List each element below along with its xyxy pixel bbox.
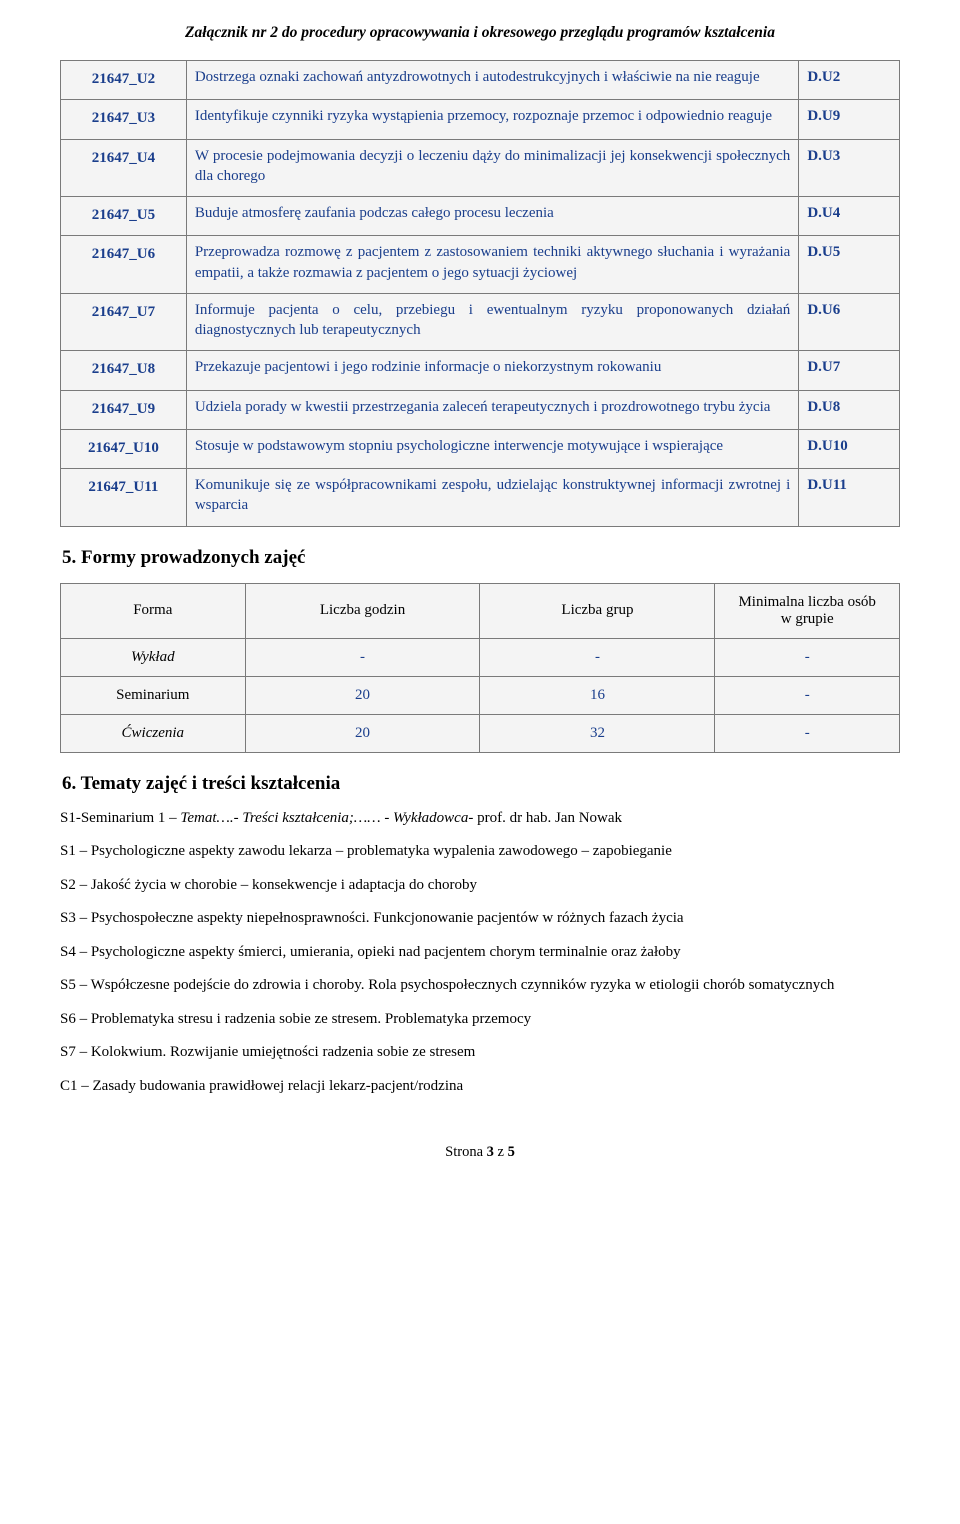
skills-row: 21647_U3Identyfikuje czynniki ryzyka wys…	[61, 100, 900, 139]
topic-post: prof. dr hab. Jan Nowak	[473, 810, 622, 826]
skill-code: D.U6	[799, 293, 900, 351]
skill-desc: Identyfikuje czynniki ryzyka wystąpienia…	[186, 100, 798, 139]
skills-row: 21647_U9Udziela porady w kwestii przestr…	[61, 390, 900, 429]
skills-row: 21647_U6Przeprowadza rozmowę z pacjentem…	[61, 236, 900, 294]
skill-id: 21647_U11	[61, 469, 187, 527]
page-footer: Strona 3 z 5	[60, 1144, 900, 1161]
skill-desc: Przeprowadza rozmowę z pacjentem z zasto…	[186, 236, 798, 294]
section6-heading: 6. Tematy zajęć i treści kształcenia	[62, 773, 900, 795]
forms-row: Wykład---	[61, 638, 900, 676]
forms-cell-min: -	[715, 676, 900, 714]
skill-desc: Udziela porady w kwestii przestrzegania …	[186, 390, 798, 429]
forms-cell-form: Seminarium	[61, 676, 246, 714]
skill-code: D.U11	[799, 469, 900, 527]
skill-desc: W procesie podejmowania decyzji o leczen…	[186, 139, 798, 197]
skill-id: 21647_U6	[61, 236, 187, 294]
topic-line: S7 – Kolokwium. Rozwijanie umiejętności …	[60, 1043, 900, 1063]
skill-id: 21647_U4	[61, 139, 187, 197]
skill-desc: Buduje atmosferę zaufania podczas całego…	[186, 197, 798, 236]
skill-desc: Przekazuje pacjentowi i jego rodzinie in…	[186, 351, 798, 390]
topic-line: S5 – Współczesne podejście do zdrowia i …	[60, 976, 900, 996]
skill-code: D.U5	[799, 236, 900, 294]
skill-code: D.U8	[799, 390, 900, 429]
forms-cell-hours: -	[245, 638, 480, 676]
topic-pre: S1-Seminarium 1	[60, 810, 169, 826]
skills-row: 21647_U4W procesie podejmowania decyzji …	[61, 139, 900, 197]
skill-id: 21647_U5	[61, 197, 187, 236]
skills-row: 21647_U11Komunikuje się ze współpracowni…	[61, 469, 900, 527]
skill-id: 21647_U3	[61, 100, 187, 139]
footer-total: 5	[508, 1144, 515, 1160]
skill-code: D.U10	[799, 429, 900, 468]
skill-id: 21647_U10	[61, 429, 187, 468]
footer-of-label: z	[494, 1144, 508, 1160]
forms-header-row: Forma Liczba godzin Liczba grup Minimaln…	[61, 583, 900, 638]
forms-row: Ćwiczenia2032-	[61, 714, 900, 752]
skill-desc: Dostrzega oznaki zachowań antyzdrowotnyc…	[186, 61, 798, 100]
topic-pre: S7 – Kolokwium. Rozwijanie umiejętności …	[60, 1044, 475, 1060]
topic-pre: C1 – Zasady budowania prawidłowej relacj…	[60, 1078, 463, 1094]
topic-pre: S4 – Psychologiczne aspekty śmierci, umi…	[60, 944, 681, 960]
skill-code: D.U9	[799, 100, 900, 139]
topic-pre: S5 – Współczesne podejście do zdrowia i …	[60, 977, 834, 993]
skills-row: 21647_U2Dostrzega oznaki zachowań antyzd…	[61, 61, 900, 100]
topic-pre: S3 – Psychospołeczne aspekty niepełnospr…	[60, 910, 684, 926]
forms-header-form: Forma	[61, 583, 246, 638]
skills-row: 21647_U8Przekazuje pacjentowi i jego rod…	[61, 351, 900, 390]
topic-line: S2 – Jakość życia w chorobie – konsekwen…	[60, 876, 900, 896]
skill-id: 21647_U7	[61, 293, 187, 351]
footer-page: 3	[487, 1144, 494, 1160]
forms-cell-groups: -	[480, 638, 715, 676]
forms-cell-min: -	[715, 638, 900, 676]
skill-code: D.U7	[799, 351, 900, 390]
header-note: Załącznik nr 2 do procedury opracowywani…	[60, 24, 900, 42]
footer-label: Strona	[445, 1144, 486, 1160]
forms-cell-hours: 20	[245, 676, 480, 714]
skill-code: D.U3	[799, 139, 900, 197]
skill-code: D.U4	[799, 197, 900, 236]
skills-row: 21647_U10Stosuje w podstawowym stopniu p…	[61, 429, 900, 468]
topic-line: S3 – Psychospołeczne aspekty niepełnospr…	[60, 909, 900, 929]
topic-line: S1 – Psychologiczne aspekty zawodu lekar…	[60, 842, 900, 862]
topic-pre: S1 – Psychologiczne aspekty zawodu lekar…	[60, 843, 672, 859]
skill-desc: Stosuje w podstawowym stopniu psychologi…	[186, 429, 798, 468]
forms-cell-form: Wykład	[61, 638, 246, 676]
topic-line: S6 – Problematyka stresu i radzenia sobi…	[60, 1010, 900, 1030]
topic-italic: – Temat….- Treści kształcenia;…… - Wykła…	[169, 810, 473, 826]
skills-row: 21647_U5Buduje atmosferę zaufania podcza…	[61, 197, 900, 236]
topics-list: S1-Seminarium 1 – Temat….- Treści kształ…	[60, 809, 900, 1097]
forms-table: Forma Liczba godzin Liczba grup Minimaln…	[60, 583, 900, 753]
skill-id: 21647_U2	[61, 61, 187, 100]
forms-cell-min: -	[715, 714, 900, 752]
topic-line: C1 – Zasady budowania prawidłowej relacj…	[60, 1077, 900, 1097]
skill-desc: Komunikuje się ze współpracownikami zesp…	[186, 469, 798, 527]
forms-row: Seminarium2016-	[61, 676, 900, 714]
skills-table: 21647_U2Dostrzega oznaki zachowań antyzd…	[60, 60, 900, 527]
forms-cell-groups: 32	[480, 714, 715, 752]
forms-header-groups: Liczba grup	[480, 583, 715, 638]
forms-header-min: Minimalna liczba osób w grupie	[715, 583, 900, 638]
skill-desc: Informuje pacjenta o celu, przebiegu i e…	[186, 293, 798, 351]
section5-heading: 5. Formy prowadzonych zajęć	[62, 547, 900, 569]
skill-id: 21647_U9	[61, 390, 187, 429]
skill-code: D.U2	[799, 61, 900, 100]
forms-cell-form: Ćwiczenia	[61, 714, 246, 752]
forms-cell-hours: 20	[245, 714, 480, 752]
forms-cell-groups: 16	[480, 676, 715, 714]
topic-pre: S2 – Jakość życia w chorobie – konsekwen…	[60, 877, 477, 893]
forms-header-hours: Liczba godzin	[245, 583, 480, 638]
topic-line: S4 – Psychologiczne aspekty śmierci, umi…	[60, 943, 900, 963]
topic-line: S1-Seminarium 1 – Temat….- Treści kształ…	[60, 809, 900, 829]
topic-pre: S6 – Problematyka stresu i radzenia sobi…	[60, 1011, 531, 1027]
skills-row: 21647_U7Informuje pacjenta o celu, przeb…	[61, 293, 900, 351]
skill-id: 21647_U8	[61, 351, 187, 390]
